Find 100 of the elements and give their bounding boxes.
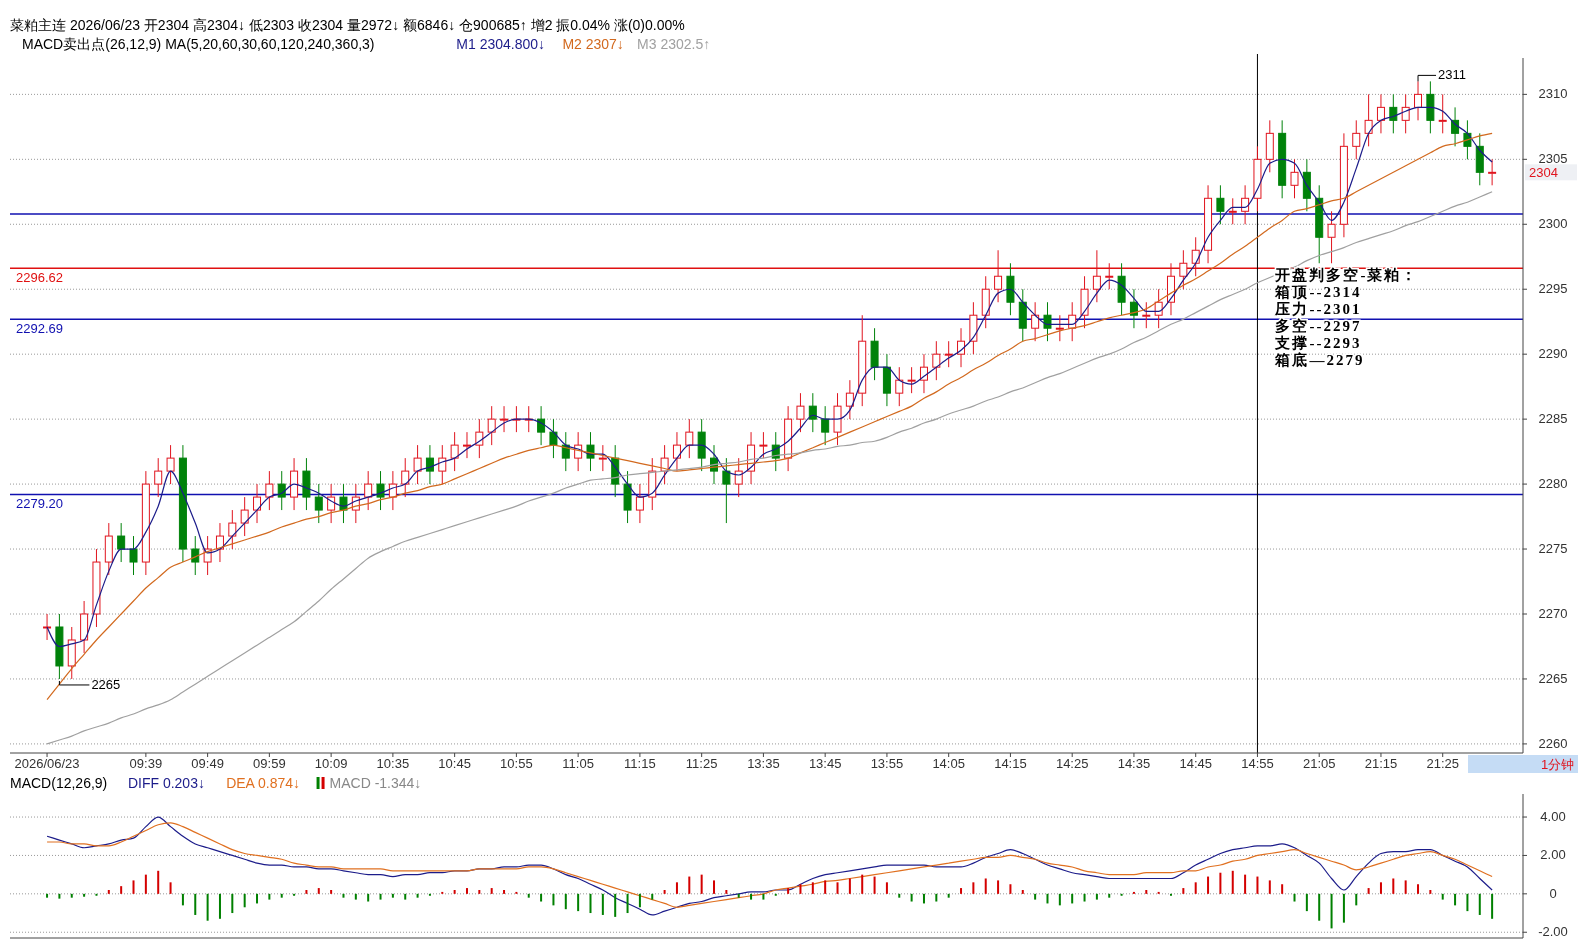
candlestick [1327,210,1336,264]
candlestick [1241,184,1250,225]
candlestick [425,444,434,485]
candlestick [462,431,471,459]
candlestick [413,444,422,485]
bar [478,890,481,894]
x-tick-label: 21:05 [1302,756,1336,771]
bar [824,880,827,894]
bar [910,893,913,902]
candlestick [166,444,175,485]
bar [848,878,851,894]
bar [960,888,963,894]
bar [132,880,135,894]
bar [144,874,147,894]
candlestick [265,470,274,511]
candlestick [129,535,138,576]
bar [663,890,666,894]
bar [305,890,308,894]
bar [206,893,209,921]
ref-line-label: 2279.20 [16,496,63,512]
candlestick [932,340,941,381]
y-tick-label: 2295 [1538,281,1568,297]
bar [367,893,370,902]
bar [379,893,382,900]
candlestick [1290,158,1299,199]
candlestick [1179,249,1188,290]
legend-label: MACD -1.344↓ [329,775,422,791]
chart-title: MACD(12,26,9) [10,775,108,791]
ref-line-label: 2296.62 [16,270,63,286]
x-tick-label: 09:39 [129,756,163,771]
candlestick [537,405,546,446]
x-tick-label: 14:15 [994,756,1027,771]
bar [651,893,654,900]
candlestick [796,392,805,433]
bar [688,876,691,894]
bar [1256,876,1259,894]
candlestick [1376,93,1385,134]
bar [1083,893,1086,902]
bar [811,882,814,894]
x-tick-label: 10:55 [500,756,533,771]
bar [614,893,617,917]
bar [490,888,493,894]
candlestick [1352,119,1361,160]
bar [354,893,357,900]
bar [181,893,184,906]
candlestick [1488,158,1497,186]
candlestick [685,418,694,459]
bar [997,880,1000,894]
bar [1478,893,1481,915]
bar [157,870,160,894]
candlestick [487,405,496,446]
bar [1417,884,1420,894]
x-tick-label: 14:55 [1241,756,1274,771]
bar [713,880,716,894]
x-tick-label: 14:05 [932,756,965,771]
bar [1034,893,1037,900]
candlestick [1364,93,1373,147]
bar [1379,882,1382,894]
bar [1392,878,1395,894]
bar [1404,880,1407,894]
annotation: 支撑--2293 [1274,335,1362,351]
text: DIFF 0.203↓ [127,775,205,791]
bar [416,893,419,898]
candlestick [364,470,373,511]
bar [1231,870,1234,894]
bar [194,893,197,915]
x-tick-label: 14:25 [1055,756,1089,771]
bar [330,890,333,894]
y-tick-label: 2.00 [1540,847,1566,863]
candlestick [401,457,410,498]
bar [465,888,468,894]
text: DEA 0.874↓ [226,775,301,791]
bar [1305,893,1308,912]
candlestick [475,418,484,459]
bar [1293,893,1296,902]
candlestick [154,457,163,498]
bar [1367,888,1370,894]
bar [231,893,234,914]
candlestick [1092,249,1101,303]
bar [280,893,283,898]
bar [577,893,580,912]
candlestick [1105,262,1114,290]
text: M2 2307↓ [562,36,624,52]
x-tick-label: 11:15 [624,756,656,771]
x-tick-label: 09:49 [191,756,224,771]
y-tick-label: 2310 [1538,86,1568,102]
chart-subtitle: MACD卖出点(26,12,9) MA(5,20,60,30,60,120,240,360,3) [22,36,375,52]
y-tick-label: 2290 [1538,346,1568,362]
bar [935,893,938,902]
candlestick [635,483,644,524]
ref-line-label: 2292.69 [16,321,63,337]
x-tick-label: 2026/06/23 [14,756,80,771]
bar [1318,893,1321,921]
candlestick [1438,93,1447,134]
candlestick [215,522,224,563]
bar [1058,893,1061,906]
text: M1 2304.800↓ [456,36,546,52]
x-tick-label: 10:35 [376,756,410,771]
candlestick [722,457,731,524]
candlestick [944,340,953,368]
